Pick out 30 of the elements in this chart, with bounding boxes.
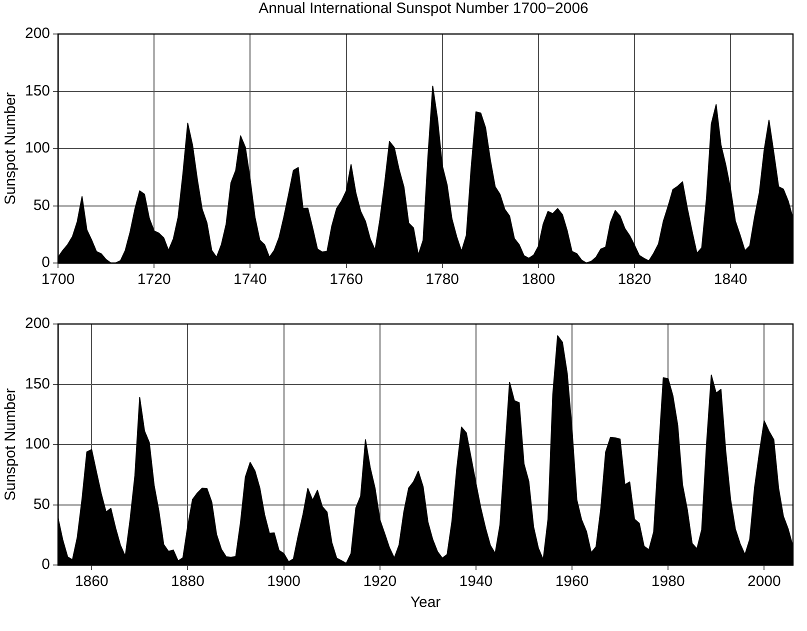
y-tick-label: 150 bbox=[24, 82, 50, 100]
y-tick-label: 50 bbox=[33, 496, 50, 513]
x-tick-label: 1800 bbox=[522, 271, 556, 288]
y-axis-title: Sunspot Number bbox=[2, 388, 20, 501]
y-tick-label: 100 bbox=[24, 436, 50, 453]
x-tick-label: 1920 bbox=[363, 573, 397, 590]
x-tick-label: 1820 bbox=[618, 271, 652, 288]
x-tick-label: 1900 bbox=[267, 573, 300, 590]
y-tick-label: 0 bbox=[42, 254, 50, 272]
x-tick-label: 1960 bbox=[555, 573, 589, 590]
x-tick-label: 1980 bbox=[651, 573, 685, 590]
y-tick-label: 150 bbox=[24, 375, 50, 392]
x-tick-label: 1860 bbox=[74, 573, 108, 590]
y-tick-label: 200 bbox=[24, 315, 50, 332]
y-tick-label: 200 bbox=[24, 25, 50, 42]
x-tick-label: 1880 bbox=[171, 573, 204, 590]
x-tick-label: 1740 bbox=[233, 271, 267, 288]
x-tick-label: 1760 bbox=[330, 271, 363, 288]
x-tick-label: 2000 bbox=[747, 573, 781, 590]
y-tick-label: 0 bbox=[42, 556, 50, 574]
x-tick-label: 1700 bbox=[41, 271, 75, 288]
x-axis-title: Year bbox=[410, 594, 441, 612]
y-axis-title: Sunspot Number bbox=[2, 92, 20, 205]
y-tick-label: 100 bbox=[24, 140, 50, 157]
chart-title: Annual International Sunspot Number 1700−2006 bbox=[258, 0, 590, 19]
y-tick-label: 50 bbox=[33, 196, 50, 214]
x-tick-label: 1840 bbox=[714, 271, 748, 288]
x-tick-label: 1720 bbox=[137, 271, 171, 288]
x-tick-label: 1780 bbox=[426, 271, 460, 288]
x-tick-label: 1940 bbox=[459, 573, 493, 590]
